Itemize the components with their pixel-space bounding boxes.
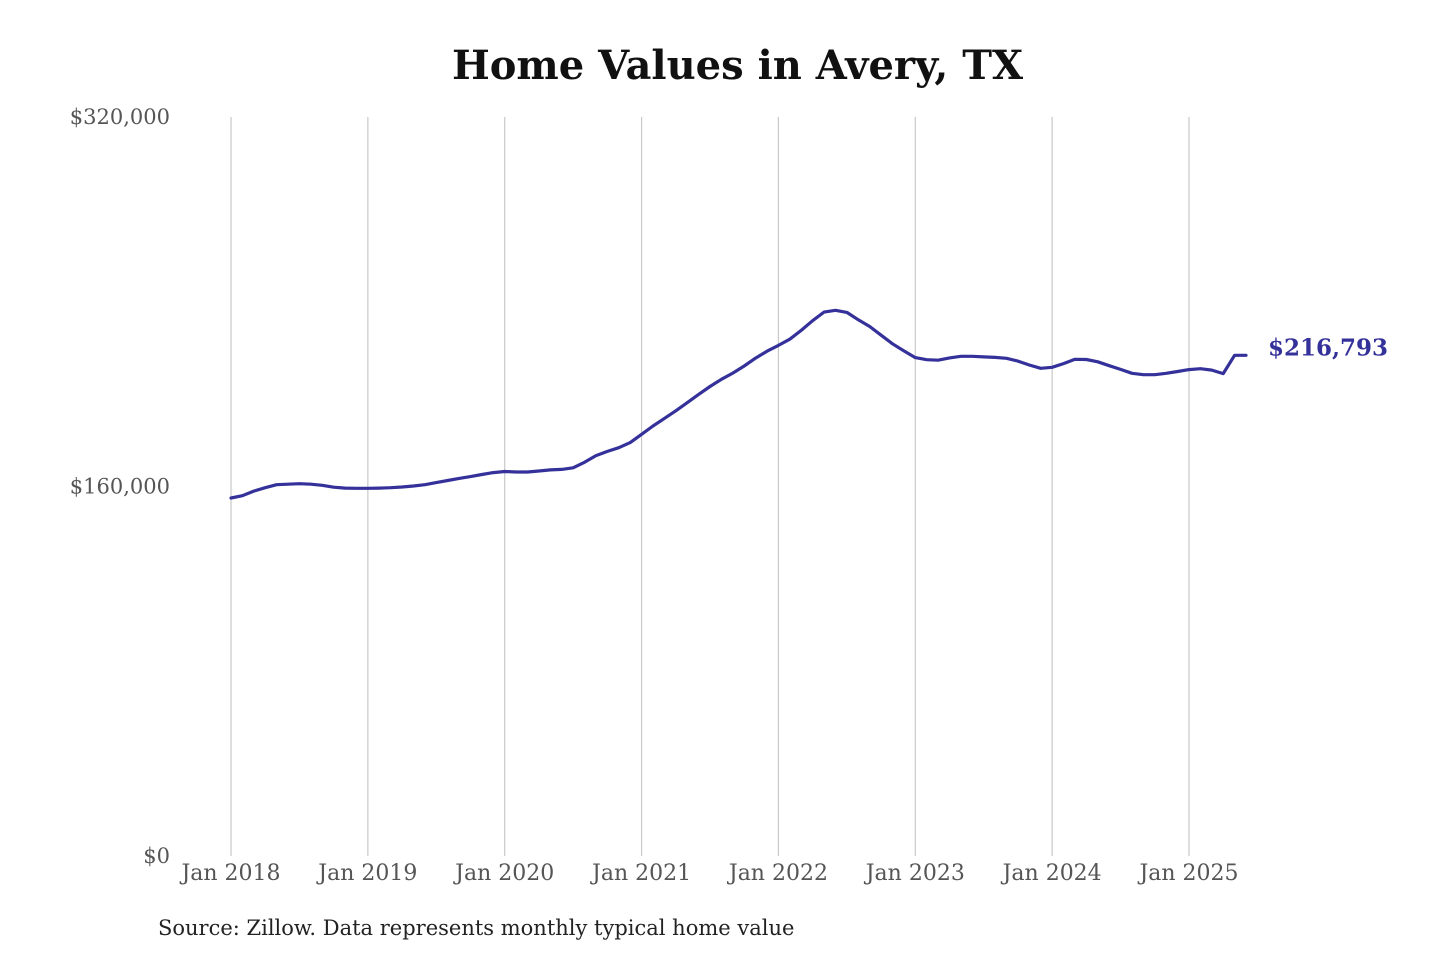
x-tick-label: Jan 2020 bbox=[453, 861, 554, 886]
x-tick-label: Jan 2022 bbox=[727, 861, 828, 886]
y-tick-label: $0 bbox=[143, 844, 170, 868]
x-tick-label: Jan 2023 bbox=[864, 861, 965, 886]
chart-title: Home Values in Avery, TX bbox=[451, 42, 1024, 89]
end-value-label: $216,793 bbox=[1268, 334, 1388, 361]
x-tick-label: Jan 2021 bbox=[590, 861, 691, 886]
y-tick-label: $320,000 bbox=[70, 105, 170, 129]
series-line bbox=[229, 308, 1248, 500]
x-tick-label: Jan 2025 bbox=[1137, 861, 1238, 886]
x-tick-label: Jan 2024 bbox=[1001, 861, 1102, 886]
x-tick-label: Jan 2018 bbox=[179, 861, 280, 886]
y-tick-label: $160,000 bbox=[70, 475, 170, 499]
x-tick-label: Jan 2019 bbox=[316, 861, 417, 886]
chart-source-note: Source: Zillow. Data represents monthly … bbox=[158, 916, 795, 940]
